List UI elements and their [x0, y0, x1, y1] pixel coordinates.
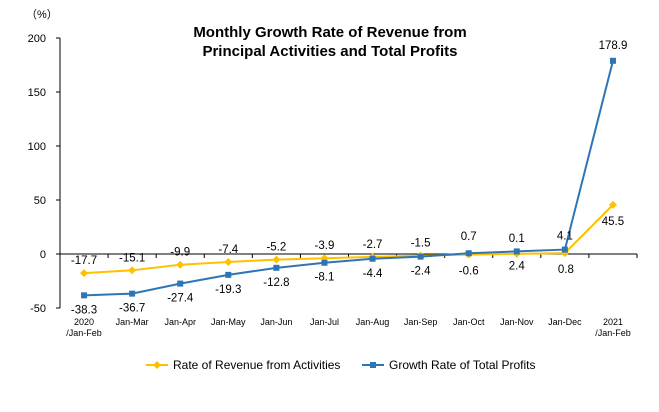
series-1-point — [608, 200, 617, 209]
data-label-series-2: -4.4 — [363, 268, 383, 280]
y-tick-label: -50 — [30, 303, 46, 315]
series-layer — [80, 57, 617, 299]
data-label-series-2: 178.9 — [599, 40, 628, 52]
x-tick-label: Jan-Oct — [453, 317, 485, 327]
series-1-point — [272, 255, 281, 264]
x-tick-label: Jan-Aug — [356, 317, 390, 327]
series-line-1 — [83, 204, 614, 275]
series-1-point — [128, 266, 137, 275]
series-2-point — [81, 292, 88, 299]
data-label-series-1: -17.7 — [71, 255, 97, 267]
data-label-series-2: 2.4 — [509, 260, 526, 272]
chart-title-line-1: Monthly Growth Rate of Revenue from — [193, 24, 466, 41]
data-label-series-1: -9.9 — [170, 247, 190, 259]
series-2-point — [177, 280, 184, 287]
series-2-point — [225, 271, 232, 278]
series-2-point — [513, 248, 520, 255]
data-label-series-2: 0.7 — [461, 231, 477, 243]
legend-marker-square — [370, 362, 376, 368]
x-tick-label: Jan-Sep — [404, 317, 438, 327]
legend: Rate of Revenue from Activities Growth Ra… — [146, 358, 536, 372]
y-tick-label: 200 — [28, 33, 46, 45]
data-label-series-1: -5.2 — [266, 242, 286, 254]
data-label-series-2: -12.8 — [263, 277, 289, 289]
y-axis: -50 0 50 100 150 200 — [28, 33, 61, 315]
series-2-point — [609, 57, 616, 64]
series-2-point — [321, 259, 328, 266]
x-tick-label: Jan-Mar — [116, 317, 149, 327]
data-label-series-2: -2.4 — [411, 266, 431, 278]
data-label-series-2: 4.1 — [557, 231, 573, 243]
data-label-series-2: -38.3 — [71, 304, 97, 316]
y-tick-label: 150 — [28, 87, 46, 99]
data-label-series-2: -8.1 — [315, 272, 335, 284]
series-line-2 — [84, 60, 614, 297]
series-1-point — [224, 257, 233, 266]
series-2-point — [273, 264, 280, 271]
x-tick-label: /Jan-Feb — [66, 328, 102, 338]
y-tick-label: 100 — [28, 141, 46, 153]
data-label-series-1: 0.1 — [509, 233, 525, 245]
data-label-series-1: 0.8 — [558, 264, 574, 276]
data-label-series-2: -27.4 — [167, 293, 194, 305]
y-tick-label: 0 — [40, 249, 46, 261]
y-axis-unit: （%） — [26, 8, 58, 21]
x-tick-label: Jan-Jun — [260, 317, 292, 327]
data-label-series-1: -0.6 — [459, 266, 479, 278]
data-labels: -17.7 -15.1 -9.9 -7.4 -5.2 -3.9 -2.7 -1.5 -0.6 0.… — [71, 40, 627, 317]
data-label-series-1: -3.9 — [315, 240, 335, 252]
data-label-series-2: -19.3 — [215, 284, 241, 296]
x-axis: 2020/Jan-Feb Jan-Mar Jan-Apr Jan-May Jan-Jun… — [59, 253, 638, 338]
chart-title-line-2: Principal Activities and Total Profits — [202, 43, 457, 60]
series-1-point — [176, 260, 185, 269]
legend-label: Growth Rate of Total Profits — [389, 358, 536, 372]
legend-marker-diamond — [153, 361, 161, 369]
data-label-series-1: 45.5 — [602, 216, 624, 228]
series-2-point — [129, 290, 136, 297]
data-label-series-1: -2.7 — [363, 239, 383, 251]
data-label-series-1: -7.4 — [218, 244, 238, 256]
data-label-series-1: -1.5 — [411, 238, 431, 250]
x-tick-label: /Jan-Feb — [595, 328, 631, 338]
x-tick-label: Jan-Apr — [164, 317, 196, 327]
legend-label: Rate of Revenue from Activities — [173, 358, 340, 372]
series-2-point — [417, 253, 424, 260]
series-2-point — [465, 250, 472, 257]
x-tick-label: Jan-May — [211, 317, 246, 327]
x-tick-label: Jan-Nov — [500, 317, 534, 327]
x-tick-label: Jan-Jul — [310, 317, 339, 327]
series-2-point — [369, 255, 376, 262]
x-tick-label: 2020 — [74, 317, 94, 327]
data-label-series-1: -15.1 — [119, 252, 145, 264]
series-1-point — [80, 269, 89, 278]
y-tick-label: 50 — [34, 195, 46, 207]
series-2-point — [561, 246, 568, 253]
data-label-series-2: -36.7 — [119, 303, 145, 315]
x-tick-label: Jan-Dec — [548, 317, 582, 327]
x-tick-label: 2021 — [603, 317, 623, 327]
